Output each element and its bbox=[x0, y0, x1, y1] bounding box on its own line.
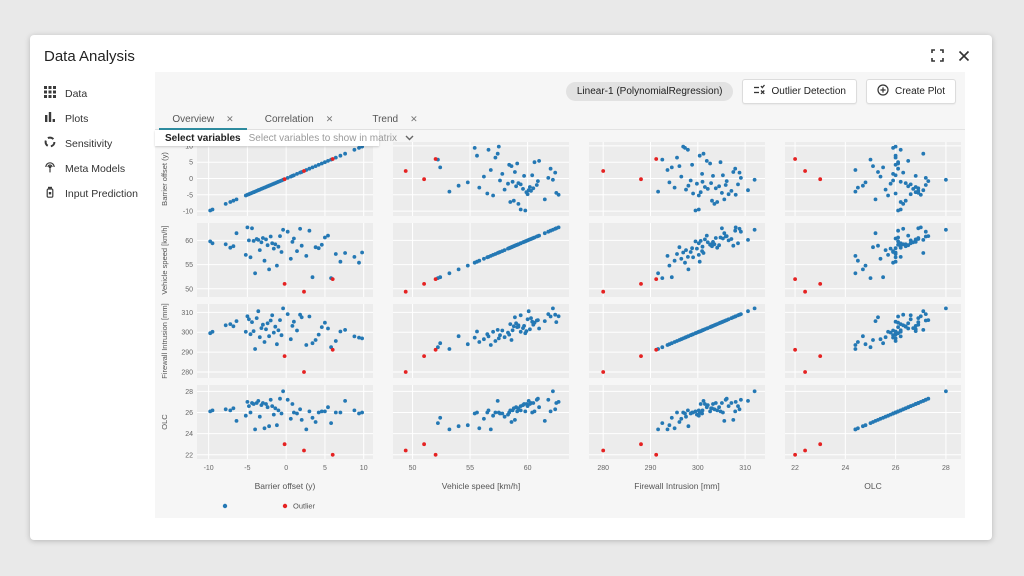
add-circle-icon bbox=[877, 84, 889, 99]
svg-text:Vehicle speed [km/h]: Vehicle speed [km/h] bbox=[442, 481, 520, 491]
svg-text:-5: -5 bbox=[187, 192, 193, 199]
legend-item bbox=[282, 503, 288, 509]
splom-panel bbox=[197, 385, 373, 459]
svg-text:0: 0 bbox=[189, 176, 193, 183]
svg-text:Vehicle speed [km/h]: Vehicle speed [km/h] bbox=[160, 225, 169, 294]
sidebar-item-sensitivity[interactable]: Sensitivity bbox=[44, 131, 152, 156]
variable-select-placeholder: Select variables to show in matrix bbox=[248, 132, 398, 144]
svg-text:60: 60 bbox=[524, 465, 532, 472]
svg-text:290: 290 bbox=[181, 350, 193, 357]
svg-text:-10: -10 bbox=[204, 465, 214, 472]
svg-text:26: 26 bbox=[892, 465, 900, 472]
svg-text:24: 24 bbox=[841, 465, 849, 472]
tab-label: Overview bbox=[172, 114, 215, 125]
svg-text:0: 0 bbox=[284, 465, 288, 472]
svg-text:OLC: OLC bbox=[160, 414, 169, 430]
page-title: Data Analysis bbox=[44, 48, 135, 65]
close-icon[interactable] bbox=[958, 50, 970, 62]
tab-label: Trend bbox=[372, 114, 399, 125]
svg-text:280: 280 bbox=[597, 465, 609, 472]
svg-text:24: 24 bbox=[185, 431, 193, 438]
chevron-down-icon[interactable] bbox=[405, 133, 414, 144]
tab-close-icon[interactable]: ✕ bbox=[226, 114, 234, 124]
outlier-detection-label: Outlier Detection bbox=[771, 86, 846, 97]
create-plot-label: Create Plot bbox=[894, 86, 945, 97]
svg-text:Firewall Intrusion [mm]: Firewall Intrusion [mm] bbox=[634, 481, 720, 491]
tab-label: Correlation bbox=[264, 114, 314, 125]
svg-text:300: 300 bbox=[692, 465, 704, 472]
svg-text:22: 22 bbox=[185, 452, 193, 459]
splom-panel bbox=[785, 223, 961, 297]
svg-text:-10: -10 bbox=[183, 209, 193, 216]
sidebar-item-label: Data bbox=[65, 87, 88, 100]
sidebar-item-input-prediction[interactable]: Input Prediction bbox=[44, 181, 152, 206]
svg-text:Outlier: Outlier bbox=[293, 502, 316, 511]
svg-text:26: 26 bbox=[185, 410, 193, 417]
tab-correlation[interactable]: Correlation ✕ bbox=[251, 110, 347, 129]
svg-text:Firewall Intrusion [mm]: Firewall Intrusion [mm] bbox=[160, 303, 169, 378]
legend-item bbox=[222, 503, 228, 509]
splom-panel bbox=[393, 304, 569, 378]
create-plot-button[interactable]: Create Plot bbox=[865, 79, 956, 104]
svg-text:310: 310 bbox=[181, 310, 193, 317]
svg-text:5: 5 bbox=[189, 160, 193, 167]
svg-text:60: 60 bbox=[185, 238, 193, 245]
outlier-detection-button[interactable]: Outlier Detection bbox=[742, 79, 857, 104]
splom-panel bbox=[589, 223, 765, 297]
loop-icon bbox=[44, 136, 56, 151]
model-chip[interactable]: Linear-1 (PolynomialRegression) bbox=[565, 82, 734, 101]
flask-icon bbox=[44, 186, 56, 201]
sidebar: Data Plots Sensitivity bbox=[44, 81, 152, 206]
splom-panel bbox=[197, 223, 373, 297]
sidebar-item-label: Plots bbox=[65, 112, 89, 125]
svg-text:22: 22 bbox=[791, 465, 799, 472]
splom-panel bbox=[197, 304, 373, 378]
sidebar-item-data[interactable]: Data bbox=[44, 81, 152, 106]
svg-text:300: 300 bbox=[181, 330, 193, 337]
sidebar-item-meta-models[interactable]: Meta Models bbox=[44, 156, 152, 181]
splom-panel bbox=[589, 385, 765, 459]
bar-chart-icon bbox=[44, 111, 56, 126]
svg-text:5: 5 bbox=[323, 465, 327, 472]
sidebar-item-label: Input Prediction bbox=[65, 187, 138, 200]
svg-text:OLC: OLC bbox=[864, 481, 881, 491]
variable-select[interactable]: Select variables Select variables to sho… bbox=[155, 130, 414, 146]
svg-text:10: 10 bbox=[360, 465, 368, 472]
svg-text:10: 10 bbox=[185, 143, 193, 150]
tab-trend[interactable]: Trend ✕ bbox=[347, 110, 443, 129]
scatter-matrix[interactable]: -10 -5 0 5 10 Barrier offset (y) 50 55 60 Vehicle… bbox=[155, 138, 965, 521]
svg-text:Barrier offset (y): Barrier offset (y) bbox=[255, 481, 316, 491]
svg-text:50: 50 bbox=[409, 465, 417, 472]
svg-text:50: 50 bbox=[185, 286, 193, 293]
splom-panel bbox=[393, 385, 569, 459]
content-area: Linear-1 (PolynomialRegression) Outlier … bbox=[155, 72, 965, 518]
grid-icon bbox=[44, 86, 56, 101]
svg-text:28: 28 bbox=[185, 389, 193, 396]
tab-bar: Overview ✕ Correlation ✕ Trend ✕ bbox=[155, 110, 965, 130]
variable-select-label: Select variables bbox=[165, 132, 241, 144]
svg-text:-5: -5 bbox=[244, 465, 250, 472]
rule-icon bbox=[753, 84, 766, 99]
svg-text:55: 55 bbox=[466, 465, 474, 472]
data-analysis-window: Data Analysis Data bbox=[30, 35, 992, 540]
svg-text:280: 280 bbox=[181, 370, 193, 377]
svg-text:55: 55 bbox=[185, 262, 193, 269]
svg-text:Barrier offset (y): Barrier offset (y) bbox=[160, 152, 169, 206]
svg-text:28: 28 bbox=[942, 465, 950, 472]
tab-close-icon[interactable]: ✕ bbox=[325, 114, 334, 124]
toolbar: Linear-1 (PolynomialRegression) Outlier … bbox=[565, 79, 956, 104]
sidebar-item-label: Sensitivity bbox=[65, 137, 113, 150]
svg-text:290: 290 bbox=[645, 465, 657, 472]
fullscreen-icon[interactable] bbox=[931, 49, 944, 62]
sidebar-item-label: Meta Models bbox=[65, 162, 126, 175]
tab-overview[interactable]: Overview ✕ bbox=[155, 110, 251, 130]
antenna-icon bbox=[44, 161, 56, 176]
sidebar-item-plots[interactable]: Plots bbox=[44, 106, 152, 131]
svg-text:310: 310 bbox=[739, 465, 751, 472]
tab-close-icon[interactable]: ✕ bbox=[410, 114, 418, 124]
